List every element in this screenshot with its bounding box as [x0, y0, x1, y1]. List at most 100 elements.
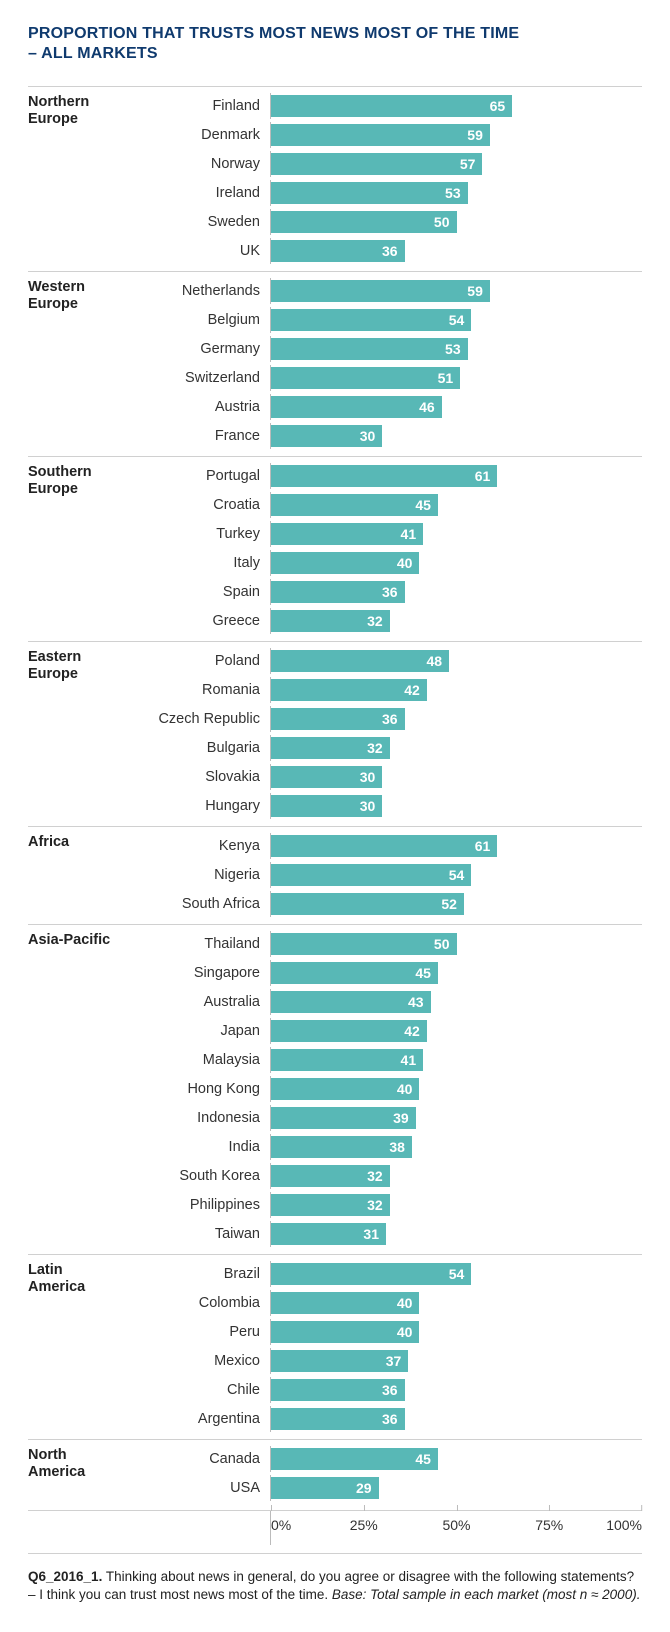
country-label: Brazil — [130, 1266, 270, 1282]
value-label: 39 — [393, 1110, 409, 1126]
value-label: 42 — [404, 682, 420, 698]
value-bar: 65 — [271, 95, 512, 117]
value-label: 48 — [427, 653, 443, 669]
value-label: 32 — [367, 740, 383, 756]
bar-plot-area: 50 — [270, 931, 642, 957]
value-bar: 40 — [271, 552, 419, 574]
bar-plot-area: 61 — [270, 833, 642, 859]
value-bar: 61 — [271, 465, 497, 487]
country-label: Croatia — [130, 497, 270, 513]
country-row: South Korea32 — [130, 1163, 642, 1189]
value-bar: 54 — [271, 864, 471, 886]
bar-plot-area: 45 — [270, 492, 642, 518]
country-row: Philippines 32 — [130, 1192, 642, 1218]
region-group: EasternEuropePoland48Romania42Czech Repu… — [28, 641, 642, 826]
country-label: Colombia — [130, 1295, 270, 1311]
bar-plot-area: 53 — [270, 180, 642, 206]
value-bar: 54 — [271, 309, 471, 331]
bar-plot-area: 54 — [270, 862, 642, 888]
region-label: Asia-Pacific — [28, 932, 130, 949]
value-bar: 36 — [271, 1408, 405, 1430]
value-bar: 41 — [271, 1049, 423, 1071]
value-label: 52 — [441, 896, 457, 912]
country-label: Ireland — [130, 185, 270, 201]
country-row: South Africa52 — [130, 891, 642, 917]
country-label: Romania — [130, 682, 270, 698]
country-label: Greece — [130, 613, 270, 629]
value-bar: 40 — [271, 1321, 419, 1343]
region-label: SouthernEurope — [28, 464, 130, 497]
bar-plot-area: 42 — [270, 1018, 642, 1044]
country-label: Philippines — [130, 1197, 270, 1213]
country-row: USA 29 — [130, 1475, 642, 1501]
value-label: 32 — [367, 1197, 383, 1213]
value-label: 30 — [360, 769, 376, 785]
value-bar: 38 — [271, 1136, 412, 1158]
bar-plot-area: 41 — [270, 1047, 642, 1073]
bar-plot-area: 54 — [270, 307, 642, 333]
value-bar: 32 — [271, 1194, 390, 1216]
value-label: 61 — [475, 838, 491, 854]
country-row: Singapore45 — [130, 960, 642, 986]
value-label: 29 — [356, 1480, 372, 1496]
value-label: 36 — [382, 1411, 398, 1427]
axis-tick: 0% — [271, 1511, 291, 1533]
country-row: Greece32 — [130, 608, 642, 634]
value-label: 54 — [449, 1266, 465, 1282]
region-group: NorthernEuropeFinland65Denmark59Norway57… — [28, 86, 642, 271]
country-row: Australia43 — [130, 989, 642, 1015]
bar-plot-area: 40 — [270, 1290, 642, 1316]
value-bar: 36 — [271, 708, 405, 730]
country-label: USA — [130, 1480, 270, 1496]
value-label: 42 — [404, 1023, 420, 1039]
bar-plot-area: 29 — [270, 1475, 642, 1501]
bar-plot-area: 38 — [270, 1134, 642, 1160]
title-line-1: PROPORTION THAT TRUSTS MOST NEWS MOST OF… — [28, 25, 519, 42]
value-label: 51 — [438, 370, 454, 386]
value-bar: 32 — [271, 1165, 390, 1187]
country-row: Hungary30 — [130, 793, 642, 819]
country-label: Peru — [130, 1324, 270, 1340]
value-bar: 42 — [271, 679, 427, 701]
country-row: Nigeria54 — [130, 862, 642, 888]
value-bar: 59 — [271, 280, 490, 302]
axis-tick-label: 50% — [442, 1511, 470, 1533]
country-label: Switzerland — [130, 370, 270, 386]
country-label: Hong Kong — [130, 1081, 270, 1097]
country-label: Portugal — [130, 468, 270, 484]
country-row: Norway57 — [130, 151, 642, 177]
bar-plot-area: 41 — [270, 521, 642, 547]
value-label: 45 — [415, 497, 431, 513]
country-label: Singapore — [130, 965, 270, 981]
value-bar: 36 — [271, 581, 405, 603]
country-row: Poland 48 — [130, 648, 642, 674]
region-group: AfricaKenya61Nigeria54South Africa52 — [28, 826, 642, 924]
bar-plot-area: 36 — [270, 579, 642, 605]
value-bar: 30 — [271, 425, 382, 447]
value-label: 31 — [363, 1226, 379, 1242]
axis-tick-label: 0% — [271, 1511, 291, 1533]
bar-plot-area: 61 — [270, 463, 642, 489]
value-label: 32 — [367, 1168, 383, 1184]
country-row: Finland65 — [130, 93, 642, 119]
bar-plot-area: 54 — [270, 1261, 642, 1287]
country-row: Czech Republic36 — [130, 706, 642, 732]
country-row: Portugal61 — [130, 463, 642, 489]
value-bar: 53 — [271, 182, 468, 204]
country-label: Argentina — [130, 1411, 270, 1427]
bar-plot-area: 65 — [270, 93, 642, 119]
bar-plot-area: 53 — [270, 336, 642, 362]
bar-plot-area: 32 — [270, 735, 642, 761]
country-label: Slovakia — [130, 769, 270, 785]
trust-bar-chart: NorthernEuropeFinland65Denmark59Norway57… — [28, 86, 642, 1545]
axis-tick: 25% — [350, 1511, 378, 1533]
country-row: Argentina 36 — [130, 1406, 642, 1432]
bar-plot-area: 40 — [270, 550, 642, 576]
value-label: 53 — [445, 185, 461, 201]
country-label: Mexico — [130, 1353, 270, 1369]
x-axis: 0%25%50%75%100% — [28, 1510, 642, 1545]
country-label: Poland — [130, 653, 270, 669]
bar-plot-area: 36 — [270, 1406, 642, 1432]
value-label: 36 — [382, 1382, 398, 1398]
axis-tick-label: 25% — [350, 1511, 378, 1533]
